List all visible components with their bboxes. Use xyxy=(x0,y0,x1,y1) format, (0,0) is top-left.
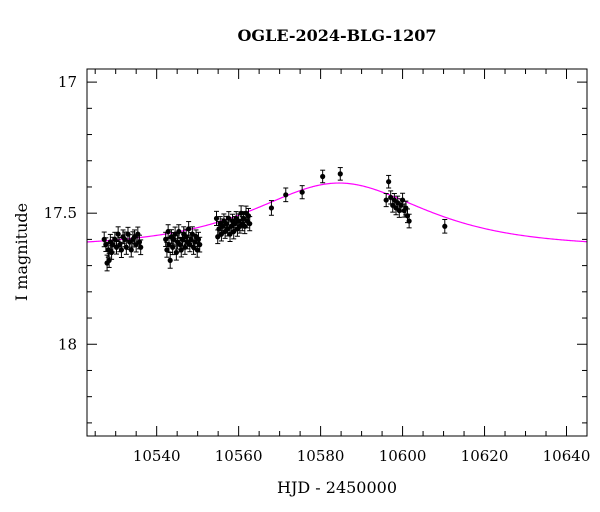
data-marker xyxy=(247,221,253,227)
data-point xyxy=(406,213,412,229)
data-point xyxy=(128,242,134,258)
data-marker xyxy=(172,231,178,237)
data-marker xyxy=(108,249,115,256)
data-point xyxy=(167,252,173,269)
data-marker xyxy=(399,197,406,203)
data-marker xyxy=(110,242,116,248)
data-point xyxy=(138,239,144,256)
model-layer xyxy=(86,182,588,243)
data-marker xyxy=(115,231,121,237)
data-point xyxy=(125,226,131,242)
model-curve xyxy=(86,182,588,243)
data-marker xyxy=(178,247,184,253)
data-marker xyxy=(226,215,232,222)
y-tick-label: 17 xyxy=(58,73,77,91)
data-marker xyxy=(268,205,275,211)
data-marker xyxy=(245,213,252,219)
data-marker xyxy=(386,179,392,185)
data-marker xyxy=(197,242,203,248)
data-point xyxy=(268,200,275,216)
data-marker xyxy=(337,171,343,177)
axes-layer xyxy=(87,69,588,436)
data-point xyxy=(283,187,289,203)
y-axis-label: I magnitude xyxy=(12,203,31,301)
data-marker xyxy=(299,189,305,195)
data-point xyxy=(186,221,192,237)
x-tick-label: 10640 xyxy=(543,447,591,465)
x-tick-label: 10540 xyxy=(133,447,181,465)
data-point xyxy=(299,185,305,200)
x-tick-label: 10620 xyxy=(461,447,509,465)
x-tick-label: 10600 xyxy=(379,447,427,465)
y-tick-label: 17.5 xyxy=(44,204,77,222)
chart-title: OGLE-2024-BLG-1207 xyxy=(237,26,436,45)
data-point xyxy=(386,174,392,189)
data-marker xyxy=(194,247,200,253)
data-marker xyxy=(164,247,170,253)
data-marker xyxy=(224,226,231,232)
data-marker xyxy=(166,242,172,248)
data-marker xyxy=(170,244,176,250)
x-tick-label: 10580 xyxy=(297,447,345,465)
data-point xyxy=(320,169,326,184)
data-marker xyxy=(167,257,173,263)
data-marker xyxy=(406,218,412,224)
data-point xyxy=(215,229,221,245)
data-point xyxy=(247,216,253,232)
data-point xyxy=(166,236,172,253)
data-point xyxy=(224,221,231,237)
tick-labels-layer: 10540 10560 10580 10600 10620 10640 17 17.5 18 xyxy=(44,73,591,465)
data-marker xyxy=(118,247,125,253)
data-point xyxy=(213,210,220,226)
data-marker xyxy=(128,247,134,253)
data-points-layer xyxy=(101,167,448,272)
data-marker xyxy=(383,197,389,203)
data-marker xyxy=(442,223,448,229)
data-point xyxy=(115,226,121,242)
data-marker xyxy=(176,228,182,235)
data-point xyxy=(383,193,389,208)
data-marker xyxy=(106,257,112,263)
data-point xyxy=(118,241,125,258)
data-point xyxy=(108,245,115,260)
plot-frame xyxy=(86,68,588,437)
x-axis-label: HJD - 2450000 xyxy=(277,478,397,497)
data-point xyxy=(442,218,448,234)
data-marker xyxy=(138,244,144,250)
data-marker xyxy=(320,173,326,180)
x-tick-label: 10560 xyxy=(215,447,263,465)
data-point xyxy=(123,239,129,255)
data-point xyxy=(197,236,203,253)
data-point xyxy=(165,224,171,239)
data-marker xyxy=(213,215,220,222)
data-marker xyxy=(123,244,129,250)
y-tick-label: 18 xyxy=(58,335,77,353)
data-marker xyxy=(173,249,179,256)
data-marker xyxy=(186,226,192,232)
data-marker xyxy=(283,192,289,198)
data-marker xyxy=(165,228,171,235)
data-marker xyxy=(103,242,109,248)
data-point xyxy=(173,244,179,261)
data-point xyxy=(337,167,343,181)
